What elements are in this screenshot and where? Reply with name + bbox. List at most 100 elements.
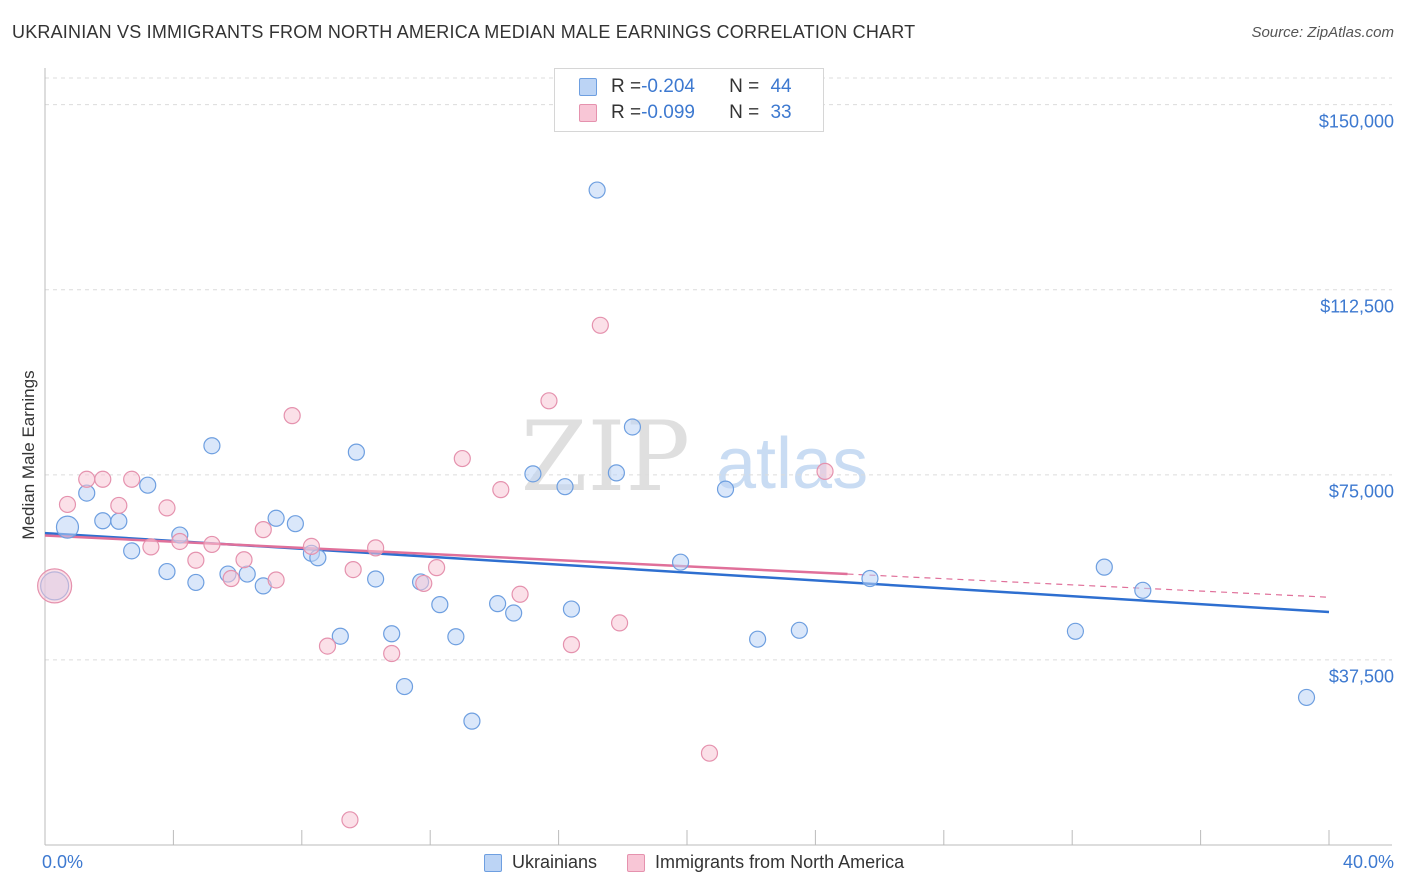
pink-swatch-icon xyxy=(579,104,597,122)
legend-item-immigrants[interactable]: Immigrants from North America xyxy=(627,852,904,873)
immigrants-point xyxy=(610,614,629,632)
immigrants-point xyxy=(383,644,401,663)
ukrainians-point xyxy=(383,625,401,643)
ukrainians-point xyxy=(749,630,767,648)
immigrants-point xyxy=(203,535,221,554)
blue-swatch-icon xyxy=(579,78,597,96)
immigrants-point xyxy=(37,568,73,604)
source-label: Source: ZipAtlas.com xyxy=(1251,24,1394,41)
ukrainians-point xyxy=(790,621,808,639)
immigrants-point xyxy=(511,585,529,603)
legend-item-ukrainians[interactable]: Ukrainians xyxy=(484,852,597,873)
ukrainians-point xyxy=(623,418,642,436)
ukrainians-point xyxy=(110,512,128,530)
ukrainians-point xyxy=(1297,688,1316,707)
immigrants-point xyxy=(235,551,253,569)
n-value: 44 xyxy=(770,76,792,97)
y-tick-label: $112,500 xyxy=(1320,296,1394,317)
chart-title: UKRAINIAN VS IMMIGRANTS FROM NORTH AMERI… xyxy=(12,22,916,42)
ukrainians-point xyxy=(1066,622,1085,640)
ukrainians-point xyxy=(238,565,256,583)
ukrainians-point xyxy=(1134,581,1152,599)
immigrants-point xyxy=(816,462,834,480)
immigrants-point xyxy=(415,574,433,593)
correlation-legend: R = -0.204 N = 44 R = -0.099 N = 33 xyxy=(554,68,824,132)
legend-row-ukrainians: R = -0.204 N = 44 xyxy=(579,75,792,99)
r-label: R = xyxy=(611,76,642,97)
ukrainians-point xyxy=(447,628,465,646)
immigrants-point xyxy=(453,449,471,468)
x-tick-label-min: 0.0% xyxy=(42,852,84,872)
immigrants-point xyxy=(341,811,359,829)
ukrainians-point xyxy=(347,443,365,461)
ukrainians-point xyxy=(588,181,606,199)
immigrants-point xyxy=(492,481,510,499)
ukrainians-point xyxy=(187,573,205,592)
ukrainians-point xyxy=(203,437,221,455)
y-tick-label: $75,000 xyxy=(1328,481,1394,502)
immigrants-point xyxy=(428,559,446,577)
immigrants-point xyxy=(344,560,362,579)
ukrainians-point xyxy=(267,509,285,527)
ukrainians-point xyxy=(286,515,304,533)
r-value: -0.204 xyxy=(641,76,695,97)
immigrants-point xyxy=(267,571,285,589)
immigrants-point xyxy=(158,499,176,517)
ukrainians-point xyxy=(505,604,523,622)
ukrainians-point xyxy=(861,569,879,588)
legend-label: Immigrants from North America xyxy=(655,852,905,872)
immigrants-point xyxy=(171,532,189,551)
ukrainians-point xyxy=(463,712,481,730)
immigrants-point xyxy=(367,539,385,557)
immigrants-point xyxy=(110,496,128,515)
ukrainians-point xyxy=(562,600,581,618)
immigrants-point xyxy=(302,537,321,556)
immigrants-point xyxy=(94,470,112,488)
immigrants-point xyxy=(254,521,272,539)
ukrainians-point xyxy=(139,476,157,494)
legend-row-immigrants: R = -0.099 N = 33 xyxy=(579,101,792,125)
blue-swatch-icon xyxy=(484,853,502,872)
immigrants-point xyxy=(318,637,337,655)
immigrants-point xyxy=(222,569,240,588)
y-tick-label: $150,000 xyxy=(1318,111,1394,132)
pink-swatch-icon xyxy=(627,853,646,872)
immigrants-point xyxy=(187,551,205,569)
ukrainians-point xyxy=(395,677,414,696)
immigrants-trend-extension xyxy=(847,573,1330,598)
ukrainians-point xyxy=(431,596,449,614)
immigrants-point xyxy=(78,470,96,488)
x-tick-label-max: 40.0% xyxy=(1342,852,1394,872)
ukrainians-point xyxy=(489,595,507,613)
ukrainians-point xyxy=(55,515,80,539)
immigrants-point xyxy=(540,392,558,410)
ukrainians-point xyxy=(716,480,735,498)
r-label: R = xyxy=(611,102,642,123)
immigrants-point xyxy=(123,470,141,488)
ukrainians-point xyxy=(556,478,574,496)
n-value: 33 xyxy=(770,102,792,123)
n-label: N = xyxy=(729,76,765,97)
ukrainians-point xyxy=(367,570,385,588)
ukrainians-point xyxy=(671,553,690,571)
ukrainians-point xyxy=(123,542,141,560)
immigrants-point xyxy=(591,316,609,334)
ukrainians-point xyxy=(607,464,625,482)
ukrainians-point xyxy=(94,512,112,530)
legend-label: Ukrainians xyxy=(512,852,598,872)
immigrants-point xyxy=(700,744,719,762)
ukrainians-point xyxy=(331,627,349,645)
series-legend: Ukrainians Immigrants from North America xyxy=(484,852,934,873)
watermark-zip: ZIP xyxy=(521,401,690,513)
y-tick-label: $37,500 xyxy=(1328,666,1394,687)
r-value: -0.099 xyxy=(641,102,695,123)
immigrants-point xyxy=(562,636,581,654)
immigrants-point xyxy=(142,538,160,556)
n-label: N = xyxy=(729,102,765,123)
immigrants-point xyxy=(58,495,77,514)
immigrants-point xyxy=(283,407,301,425)
ukrainians-point xyxy=(524,465,542,483)
ukrainians-point xyxy=(158,562,176,581)
watermark-atlas: atlas xyxy=(716,424,868,504)
